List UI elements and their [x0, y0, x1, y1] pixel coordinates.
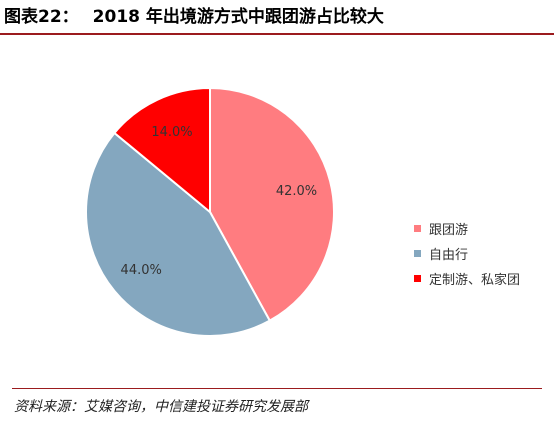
legend-item-custom-tour: 定制游、私家团 — [414, 266, 520, 291]
figure-title: 2018 年出境游方式中跟团游占比较大 — [92, 7, 384, 27]
legend-label: 自由行 — [429, 248, 469, 263]
legend: 跟团游自由行定制游、私家团 — [414, 216, 520, 291]
legend-swatch — [414, 275, 421, 282]
legend-label: 跟团游 — [429, 223, 469, 238]
legend-item-group-tour: 跟团游 — [414, 216, 520, 241]
chart-title: 图表22： 2018 年出境游方式中跟团游占比较大 — [4, 4, 384, 30]
source-divider — [12, 388, 542, 389]
pie-chart: 42.0% 44.0% 14.0% — [85, 86, 335, 337]
legend-label: 定制游、私家团 — [429, 273, 521, 288]
chart-area: 42.0% 44.0% 14.0% 跟团游自由行定制游、私家团 — [12, 44, 542, 380]
pie-slice-independent-travel — [85, 131, 272, 337]
data-label-independent-travel: 44.0% — [121, 263, 162, 278]
source-note: 资料来源：艾媒咨询，中信建投证券研究发展部 — [14, 399, 308, 415]
legend-swatch — [414, 250, 421, 257]
title-divider — [0, 33, 554, 35]
figure-label: 图表22： — [4, 7, 79, 27]
data-label-custom-tour: 14.0% — [151, 125, 192, 140]
legend-item-independent-travel: 自由行 — [414, 241, 520, 266]
data-label-group-tour: 42.0% — [276, 184, 317, 199]
pie-slice-group-tour — [209, 86, 335, 323]
legend-swatch — [414, 225, 421, 232]
pie-slice-custom-tour — [113, 86, 211, 215]
